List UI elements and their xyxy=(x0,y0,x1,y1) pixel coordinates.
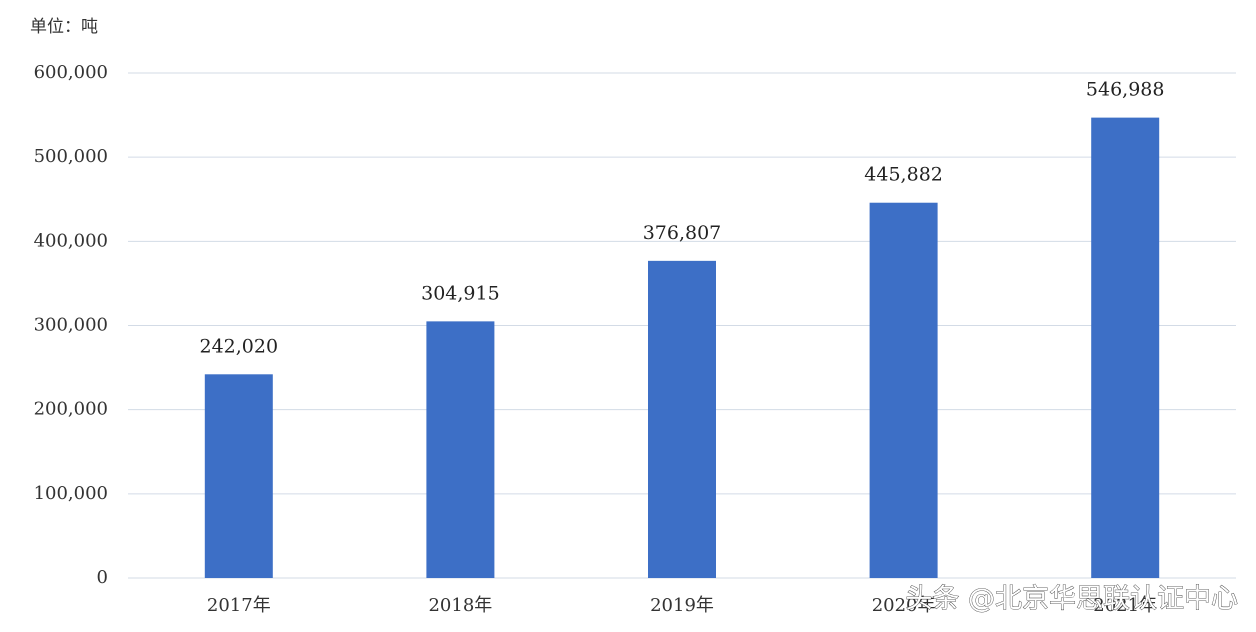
y-tick-label: 500,000 xyxy=(34,146,108,167)
y-tick-label: 300,000 xyxy=(34,315,108,336)
value-label: 304,915 xyxy=(421,282,500,304)
x-tick-label: 2018年 xyxy=(428,595,492,616)
x-tick-label: 2021年 xyxy=(1093,595,1157,616)
y-tick-label: 100,000 xyxy=(34,483,108,504)
x-tick-label: 2020年 xyxy=(872,595,936,616)
watermark: 头条 @北京华思联认证中心 xyxy=(905,584,1238,615)
x-tick-label: 2017年 xyxy=(207,595,271,616)
y-tick-label: 400,000 xyxy=(34,230,108,251)
x-tick-label: 2019年 xyxy=(650,595,714,616)
value-label: 445,882 xyxy=(864,164,943,186)
bar xyxy=(1091,117,1160,578)
bar xyxy=(869,202,938,578)
bar xyxy=(204,374,273,578)
unit-label: 单位：吨 xyxy=(30,17,98,37)
y-tick-label: 0 xyxy=(97,567,108,588)
value-label: 242,020 xyxy=(200,335,279,357)
value-label: 376,807 xyxy=(643,222,722,244)
value-label: 546,988 xyxy=(1086,79,1165,101)
bar xyxy=(426,321,495,578)
y-tick-label: 600,000 xyxy=(34,62,108,83)
bar xyxy=(648,260,716,578)
y-tick-label: 200,000 xyxy=(34,399,108,420)
